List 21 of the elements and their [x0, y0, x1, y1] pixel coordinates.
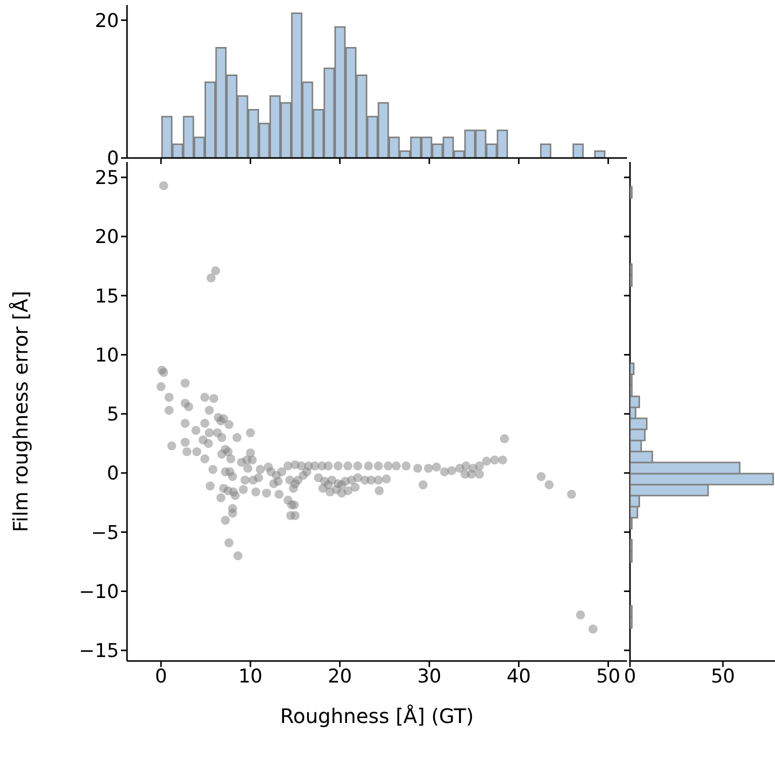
y-tick-label: −10: [78, 580, 119, 603]
x-tick-label: 50: [710, 665, 736, 688]
y-axis-title: Film roughness error [Å]: [8, 290, 32, 532]
x-tick-label: 20: [328, 665, 352, 688]
y-tick-label: 25: [94, 167, 119, 190]
y-tick-label: −5: [90, 522, 119, 544]
x-tick-label: 30: [417, 665, 442, 688]
y-tick-label: −15: [78, 640, 119, 662]
x-tick-label: 50: [596, 665, 620, 688]
y-tick-label: 15: [94, 285, 119, 308]
y-tick-label: 20: [94, 226, 119, 248]
x-tick-label: 40: [506, 665, 531, 688]
x-tick-label: 10: [238, 665, 263, 688]
y-tick-label: 10: [94, 344, 119, 366]
y-tick-label: 20: [94, 10, 119, 32]
y-tick-label: 5: [106, 404, 119, 426]
y-tick-label: 0: [106, 462, 119, 485]
x-axis-title: Roughness [Å] (GT): [280, 704, 474, 728]
x-tick-label: 0: [624, 665, 636, 688]
y-tick-label: 0: [106, 148, 119, 170]
x-tick-label: 0: [154, 665, 168, 688]
